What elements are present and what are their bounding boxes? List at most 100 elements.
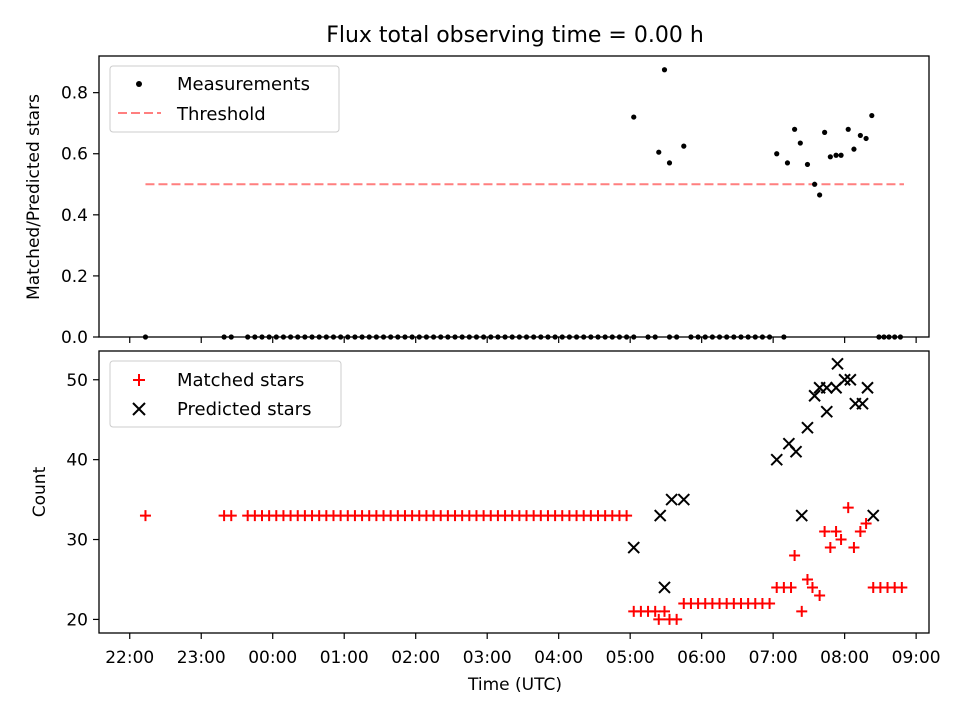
x-tick-label: 00:00 — [248, 648, 297, 668]
measurement-point — [631, 114, 637, 120]
x-tick-label: 07:00 — [749, 648, 798, 668]
predicted-star-point — [831, 357, 844, 370]
bottom-legend: Matched stars Predicted stars — [109, 360, 342, 428]
predicted-star-point — [808, 389, 821, 402]
legend-matched-marker — [133, 374, 145, 386]
bottom-legend-box — [109, 360, 342, 428]
top-y-tick-label: 0.8 — [61, 84, 88, 104]
top-y-label: Matched/Predicted stars — [24, 94, 44, 300]
measurement-point — [666, 160, 673, 166]
measurement-point — [656, 149, 662, 155]
predicted-star-point — [658, 581, 671, 594]
matched-star-point — [854, 526, 866, 538]
bottom-y-tick-label: 20 — [66, 610, 88, 630]
predicted-star-point — [770, 453, 783, 466]
bottom-panel: 20 30 40 50 22:00 23:00 00:00 01:00 02:00 03:00 0… — [30, 350, 941, 695]
measurement-point — [784, 160, 791, 166]
measurement-point — [845, 126, 851, 132]
legend-measurements-label: Measurements — [177, 74, 310, 95]
measurement-point — [869, 112, 875, 119]
predicted-star-points — [627, 357, 880, 594]
measurement-point — [681, 143, 687, 149]
x-tick-label: 03:00 — [463, 648, 512, 668]
matched-star-point — [842, 502, 854, 514]
measurement-point — [774, 151, 780, 157]
measurement-point — [797, 140, 803, 146]
matched-star-point — [653, 613, 665, 625]
measurement-point — [661, 67, 668, 73]
measurement-point — [851, 146, 857, 152]
bottom-y-tick-label: 50 — [66, 371, 88, 391]
measurement-point — [817, 192, 823, 198]
predicted-star-point — [653, 509, 667, 522]
matched-star-point — [649, 605, 661, 617]
x-tick-label: 04:00 — [534, 648, 583, 668]
legend-measurements-marker — [136, 81, 142, 87]
bottom-y-axis: 20 30 40 50 — [66, 371, 99, 630]
measurement-point — [857, 132, 863, 139]
predicted-star-point — [856, 397, 869, 410]
x-tick-label: 06:00 — [677, 648, 726, 668]
predicted-star-point — [627, 541, 640, 554]
top-y-tick-label: 0.4 — [61, 206, 88, 226]
matched-star-point — [824, 542, 836, 554]
top-x-axis — [129, 337, 917, 343]
x-axis-label: Time (UTC) — [467, 675, 562, 695]
top-y-tick-label: 0.6 — [61, 145, 88, 165]
predicted-star-point — [801, 421, 814, 434]
matched-star-point — [789, 550, 801, 562]
x-tick-label: 22:00 — [105, 648, 154, 668]
measurement-point — [812, 181, 818, 187]
x-tick-label: 23:00 — [177, 648, 226, 668]
matched-star-point — [801, 573, 813, 585]
x-tick-label: 08:00 — [820, 648, 869, 668]
measurement-point — [833, 152, 839, 158]
top-y-axis: 0.0 0.2 0.4 0.6 0.8 — [61, 84, 99, 348]
top-y-tick-label: 0.2 — [61, 267, 88, 287]
matched-star-point — [830, 526, 842, 538]
bottom-y-tick-label: 30 — [66, 531, 88, 551]
matched-star-point — [764, 597, 776, 609]
x-tick-label: 09:00 — [892, 648, 941, 668]
matched-star-point — [814, 589, 826, 601]
predicted-star-point — [665, 493, 678, 506]
measurement-point — [791, 126, 798, 132]
predicted-star-point — [861, 381, 874, 394]
bottom-plot-frame — [98, 350, 930, 634]
legend-threshold-label: Threshold — [176, 104, 266, 125]
predicted-star-point — [844, 373, 857, 386]
bottom-y-tick-label: 40 — [66, 451, 88, 471]
legend-predicted-marker — [132, 402, 146, 416]
bottom-y-label: Count — [30, 466, 50, 517]
matched-star-points — [139, 502, 908, 625]
bottom-x-axis: 22:00 23:00 00:00 01:00 02:00 03:00 04:00 05:00… — [105, 633, 941, 668]
predicted-star-point — [789, 445, 803, 458]
x-tick-label: 01:00 — [320, 648, 369, 668]
predicted-star-point — [820, 405, 833, 418]
measurement-point — [804, 161, 811, 168]
top-panel: 0.00.20.40.60.8 Matched/Predicted stars … — [24, 55, 930, 348]
x-tick-label: 02:00 — [391, 648, 440, 668]
matched-star-point — [806, 581, 818, 593]
predicted-star-point — [838, 373, 851, 386]
matched-star-point — [796, 605, 808, 617]
matched-star-point — [848, 542, 860, 554]
top-legend: Measurements Threshold — [109, 65, 340, 133]
legend-predicted-label: Predicted stars — [177, 399, 311, 420]
top-plot-frame — [98, 55, 930, 338]
legend-matched-label: Matched stars — [177, 370, 304, 391]
matched-star-point — [819, 526, 831, 538]
chart-title: Flux total observing time = 0.00 h — [326, 23, 704, 48]
predicted-star-point — [677, 493, 690, 506]
matched-star-point — [896, 581, 908, 593]
predicted-star-point — [820, 381, 833, 394]
top-legend-box — [109, 65, 340, 133]
predicted-star-point — [867, 509, 880, 522]
measurement-point — [827, 154, 833, 160]
measurement-point — [822, 129, 828, 135]
matched-star-point — [671, 613, 683, 625]
x-tick-label: 05:00 — [606, 648, 655, 668]
matched-star-point — [658, 605, 670, 617]
top-y-tick-label: 0.0 — [61, 328, 88, 348]
